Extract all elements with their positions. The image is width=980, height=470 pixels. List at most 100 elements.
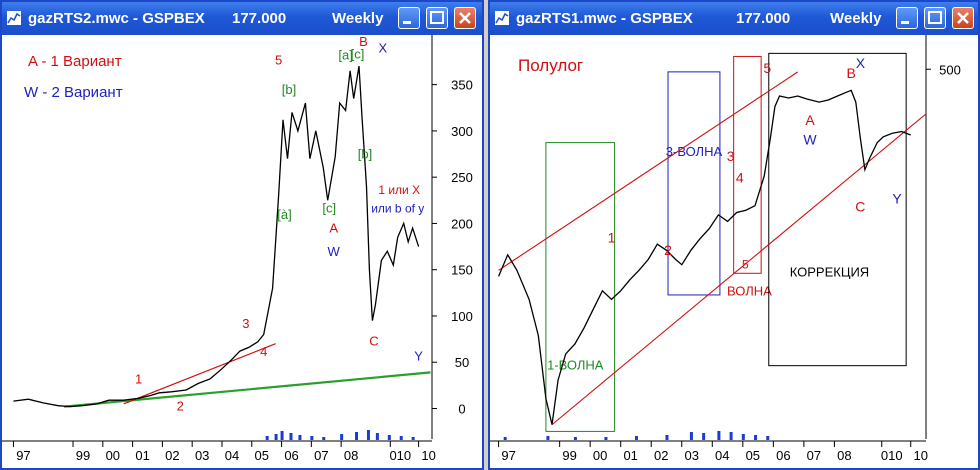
wave-label: 5 (275, 52, 282, 67)
wave-label: W (328, 244, 341, 259)
time-axis-bg (490, 441, 978, 468)
red-support-line (123, 343, 276, 405)
minimize-icon (901, 21, 909, 24)
left-chart-window[interactable]: gazRTS2.mwc - GSPBEX 177.000 Weekly 0 50 1… (0, 0, 484, 470)
volume-bar (411, 437, 415, 440)
volume-bar (355, 432, 359, 440)
left-price-axis: 0 50 100 150 200 250 300 350 (431, 35, 473, 439)
right-price-line (498, 89, 911, 425)
x-tick-label: 00 (593, 448, 607, 463)
right-volume-bars (503, 431, 770, 440)
left-volume-bars (265, 430, 415, 440)
period-label: Weekly (830, 10, 882, 27)
x-tick-label: 05 (746, 448, 760, 463)
wave-label: 5 (763, 60, 771, 76)
volume-bar (689, 432, 693, 440)
box-wave-1-label: 1-ВОЛНА (547, 357, 604, 372)
wave-label: X (856, 55, 866, 71)
legend-variant-2: W - 2 Вариант (24, 84, 123, 101)
box-correction (768, 52, 907, 367)
volume-bar (366, 430, 370, 440)
maximize-button[interactable] (924, 7, 946, 29)
x-tick-label: 06 (776, 448, 790, 463)
minimize-button[interactable] (896, 7, 918, 29)
wave-label: Y (414, 348, 423, 363)
green-support-line (63, 371, 431, 408)
wave-label: Y (892, 191, 902, 207)
wave-label: [à] (277, 207, 291, 222)
x-tick-label: 01 (135, 448, 149, 463)
x-tick-label: 99 (76, 448, 90, 463)
x-tick-label: 97 (501, 448, 515, 463)
volume-bar (274, 434, 278, 440)
right-wave-boxes: 1-ВОЛНА 3-ВОЛНА ВОЛНА 5 КОРРЕКЦИЯ (545, 52, 907, 432)
wave-label: A (329, 221, 338, 236)
y-tick-label: 250 (451, 170, 473, 185)
x-tick-label: 010 (389, 448, 411, 463)
left-trendlines (63, 343, 431, 408)
x-tick-label: 10 (914, 448, 928, 463)
window-title: gazRTS2.mwc - GSPBEX (28, 10, 205, 27)
x-tick-label: 07 (314, 448, 328, 463)
volume-bar (604, 437, 608, 440)
x-tick-label: 03 (685, 448, 699, 463)
box-wave-3-label: 3-ВОЛНА (666, 144, 723, 159)
wave-label: 1 или X (378, 183, 420, 197)
x-tick-label: 04 (225, 448, 239, 463)
volume-bar (766, 436, 770, 440)
right-titlebar[interactable]: gazRTS1.mwc - GSPBEX 177.000 Weekly (490, 2, 978, 35)
close-button[interactable] (454, 7, 476, 29)
x-tick-label: 06 (284, 448, 298, 463)
right-chart-window[interactable]: gazRTS1.mwc - GSPBEX 177.000 Weekly 500 … (488, 0, 980, 470)
maximize-icon (430, 11, 444, 24)
wave-label: X (379, 40, 388, 55)
volume-bar (503, 437, 507, 440)
volume-bar (729, 432, 733, 440)
x-tick-label: 02 (165, 448, 179, 463)
minimize-icon (403, 21, 411, 24)
chart-app-icon (7, 11, 21, 25)
time-axis-bg (2, 441, 482, 468)
minimize-button[interactable] (398, 7, 420, 29)
price-value: 177.000 (736, 10, 791, 27)
left-time-axis: 97 99 00 01 02 03 04 05 06 07 08 010 10 (2, 440, 482, 468)
close-icon (459, 12, 471, 24)
y-tick-label: 500 (939, 62, 961, 77)
scale-note: Полулог (518, 56, 583, 75)
wave-label: [b] (282, 82, 296, 97)
volume-bar (754, 435, 758, 440)
volume-bar (387, 435, 391, 440)
wave-label: 3 (242, 316, 249, 331)
x-tick-label: 08 (837, 448, 851, 463)
volume-bar (717, 431, 721, 440)
y-tick-label: 50 (455, 355, 469, 370)
volume-bar (702, 433, 706, 440)
right-price-axis: 500 (925, 35, 961, 439)
box-wave-5-label: ВОЛНА (727, 283, 772, 298)
volume-bar (289, 433, 293, 440)
volume-bar (634, 436, 638, 440)
x-tick-label: 02 (654, 448, 668, 463)
wave-label: [b] (358, 147, 372, 162)
wave-label: 2 (664, 242, 672, 258)
wave-label: [a] (338, 48, 352, 63)
wave-label: C (855, 198, 865, 214)
close-button[interactable] (952, 7, 974, 29)
x-tick-label: 04 (715, 448, 729, 463)
maximize-button[interactable] (426, 7, 448, 29)
box-correction-label: КОРРЕКЦИЯ (790, 264, 869, 279)
x-tick-label: 00 (106, 448, 120, 463)
period-label: Weekly (332, 10, 384, 27)
close-icon (957, 12, 969, 24)
left-titlebar[interactable]: gazRTS2.mwc - GSPBEX 177.000 Weekly (2, 2, 482, 35)
right-wave-labels: 1 2 34 5 AW BX C Y (608, 55, 903, 258)
x-tick-label: 01 (623, 448, 637, 463)
box-wave-5 (733, 55, 762, 274)
x-tick-label: 05 (255, 448, 269, 463)
volume-bar (340, 434, 344, 440)
window-title: gazRTS1.mwc - GSPBEX (516, 10, 693, 27)
maximize-icon (928, 11, 942, 24)
